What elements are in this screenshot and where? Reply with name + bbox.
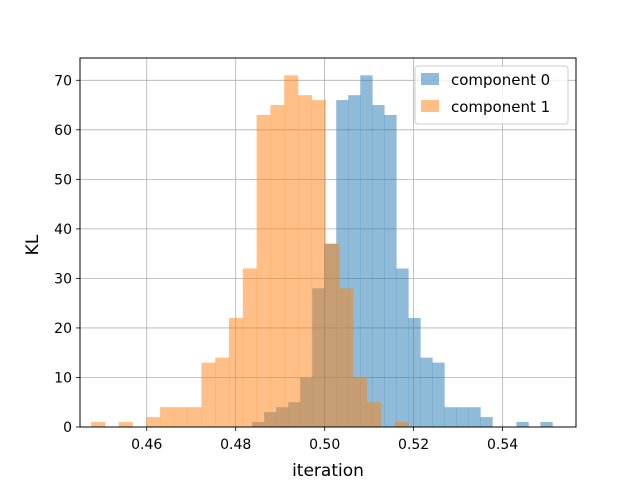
x-tick-label: 0.48: [220, 437, 251, 453]
bar-series-1: [201, 362, 216, 427]
legend-swatch-component-1: [421, 100, 439, 112]
bar-series-1: [91, 422, 106, 427]
bar-series-1: [229, 318, 244, 427]
bar-series-0: [432, 362, 445, 427]
legend-swatch-component-0: [421, 73, 439, 85]
legend-label-component-0: component 0: [451, 71, 550, 89]
bar-series-0: [360, 75, 373, 427]
y-tick-label: 40: [54, 222, 72, 238]
x-tick-label: 0.52: [398, 437, 429, 453]
bar-series-0: [540, 422, 553, 427]
bar-series-0: [456, 407, 469, 427]
bar-series-0: [408, 318, 421, 427]
bar-series-1: [394, 422, 409, 427]
y-axis-label: KL: [23, 234, 43, 255]
bar-series-0: [480, 417, 493, 427]
legend: component 0 component 1: [414, 65, 569, 125]
y-tick-label: 60: [54, 123, 72, 139]
bar-series-0: [444, 407, 457, 427]
bar-series-1: [187, 407, 202, 427]
bar-series-1: [270, 105, 285, 428]
y-tick-label: 10: [54, 370, 72, 386]
bar-series-0: [420, 357, 433, 427]
x-tick-label: 0.54: [487, 437, 518, 453]
bar-series-1: [325, 243, 340, 427]
bar-series-1: [160, 407, 175, 427]
y-tick-label: 0: [63, 420, 72, 436]
bar-series-1: [311, 100, 326, 427]
bar-series-1: [173, 407, 188, 427]
x-tick-label: 0.46: [131, 437, 162, 453]
y-tick-label: 70: [54, 73, 72, 89]
bar-series-1: [297, 95, 313, 428]
bar-series-0: [396, 268, 409, 427]
x-axis-label: iteration: [292, 461, 364, 480]
y-tick-label: 20: [54, 321, 72, 337]
y-tick-label: 30: [54, 271, 72, 287]
histogram-bars: [91, 75, 553, 428]
bar-series-1: [118, 422, 133, 427]
legend-frame: [414, 65, 569, 125]
bar-series-1: [215, 357, 230, 427]
bar-series-1: [339, 288, 354, 427]
y-tick-label: 50: [54, 172, 72, 188]
bar-series-1: [366, 402, 382, 427]
bar-series-0: [468, 407, 481, 427]
bar-series-1: [353, 377, 368, 427]
bar-series-1: [146, 417, 161, 427]
bar-series-0: [384, 114, 397, 428]
axis-ticks: 0.46 0.48 0.50 0.52 0.54 0 10 20 30 40 50 60 70: [54, 73, 518, 453]
plot-area-frame: [79, 57, 577, 428]
legend-label-component-1: component 1: [451, 98, 550, 116]
bar-series-1: [256, 114, 271, 428]
bar-series-1: [284, 75, 299, 427]
bar-series-0: [516, 422, 529, 427]
x-tick-label: 0.50: [309, 437, 340, 453]
bar-series-1: [242, 268, 257, 427]
bar-series-0: [372, 105, 385, 428]
